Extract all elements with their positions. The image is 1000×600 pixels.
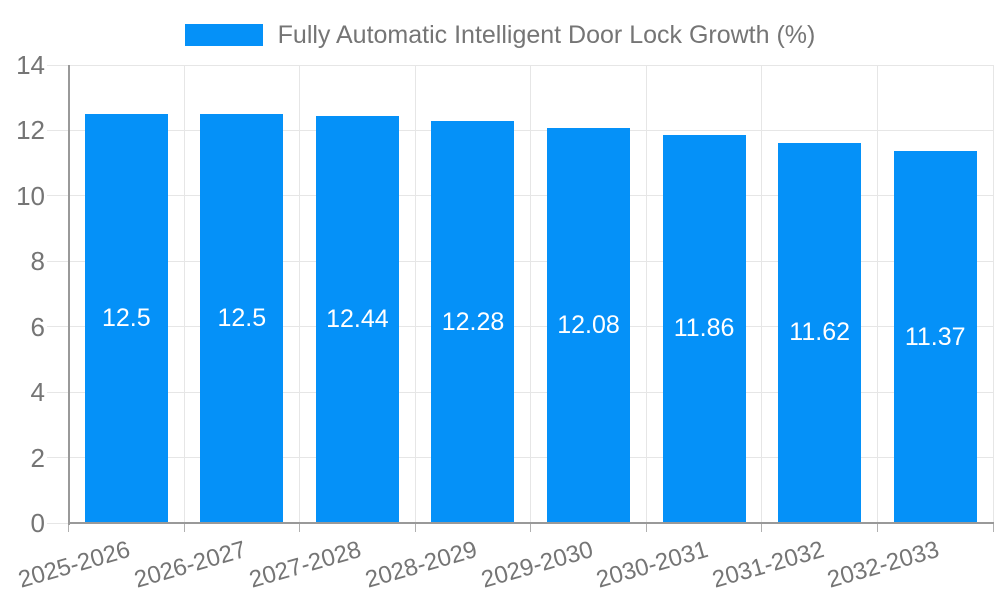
- legend-swatch: [184, 24, 263, 46]
- x-axis-tick: [761, 523, 763, 532]
- y-gridline: [47, 195, 993, 197]
- x-gridline: [761, 65, 763, 523]
- x-axis-tick: [992, 523, 994, 532]
- y-axis-tick-label: 8: [30, 246, 45, 277]
- y-gridline: [47, 326, 993, 328]
- bar-value-label: 11.86: [673, 314, 735, 343]
- y-axis-tick-label: 10: [16, 180, 45, 211]
- y-gridline: [47, 64, 993, 66]
- y-gridline: [47, 129, 993, 131]
- y-axis-tick-label: 2: [30, 442, 45, 473]
- legend-label: Fully Automatic Intelligent Door Lock Gr…: [277, 21, 816, 49]
- bar-value-label: 11.62: [789, 318, 851, 347]
- bar-value-label: 12.28: [441, 307, 505, 336]
- bar-2029-2030[interactable]: 12.08: [547, 127, 631, 523]
- x-gridline: [299, 65, 301, 523]
- x-axis-tick: [183, 523, 185, 532]
- x-gridline: [992, 65, 994, 523]
- y-axis-tick-label: 14: [16, 50, 45, 80]
- bar-value-label: 12.5: [101, 304, 151, 333]
- bar-2030-2031[interactable]: 11.86: [662, 135, 746, 523]
- bar-value-label: 12.44: [326, 305, 389, 333]
- bar-value-label: 12.5: [217, 304, 267, 333]
- bar-2031-2032[interactable]: 11.62: [778, 142, 862, 523]
- x-axis-tick: [876, 523, 878, 532]
- x-gridline: [530, 65, 532, 523]
- bar-2028-2029[interactable]: 12.28: [431, 121, 515, 523]
- x-gridline: [876, 65, 878, 523]
- y-axis-line: [67, 65, 70, 525]
- bar-2025-2026[interactable]: 12.5: [84, 114, 168, 523]
- y-axis-tick-label: 12: [16, 115, 45, 146]
- x-gridline: [414, 65, 416, 523]
- y-axis-tick-label: 4: [30, 377, 45, 408]
- y-axis-tick-label: 0: [30, 508, 45, 538]
- y-axis-tick-label: 6: [30, 311, 45, 342]
- x-axis-line: [67, 522, 994, 524]
- bar-value-label: 12.08: [557, 310, 620, 339]
- bar-2027-2028[interactable]: 12.44: [315, 116, 399, 523]
- y-gridline: [47, 457, 993, 459]
- x-gridline: [183, 65, 185, 523]
- x-axis-tick: [530, 523, 532, 532]
- x-axis-tick: [414, 523, 416, 532]
- legend[interactable]: Fully Automatic Intelligent Door Lock Gr…: [0, 22, 1000, 48]
- x-axis-tick: [645, 523, 647, 532]
- x-axis-tick: [68, 523, 69, 532]
- y-gridline: [47, 391, 993, 393]
- y-gridline: [47, 260, 993, 262]
- bar-2026-2027[interactable]: 12.5: [200, 114, 284, 523]
- x-gridline: [645, 65, 647, 523]
- bar-value-label: 11.37: [904, 322, 966, 351]
- x-axis-tick: [299, 523, 301, 532]
- bar-2032-2033[interactable]: 11.37: [893, 151, 977, 523]
